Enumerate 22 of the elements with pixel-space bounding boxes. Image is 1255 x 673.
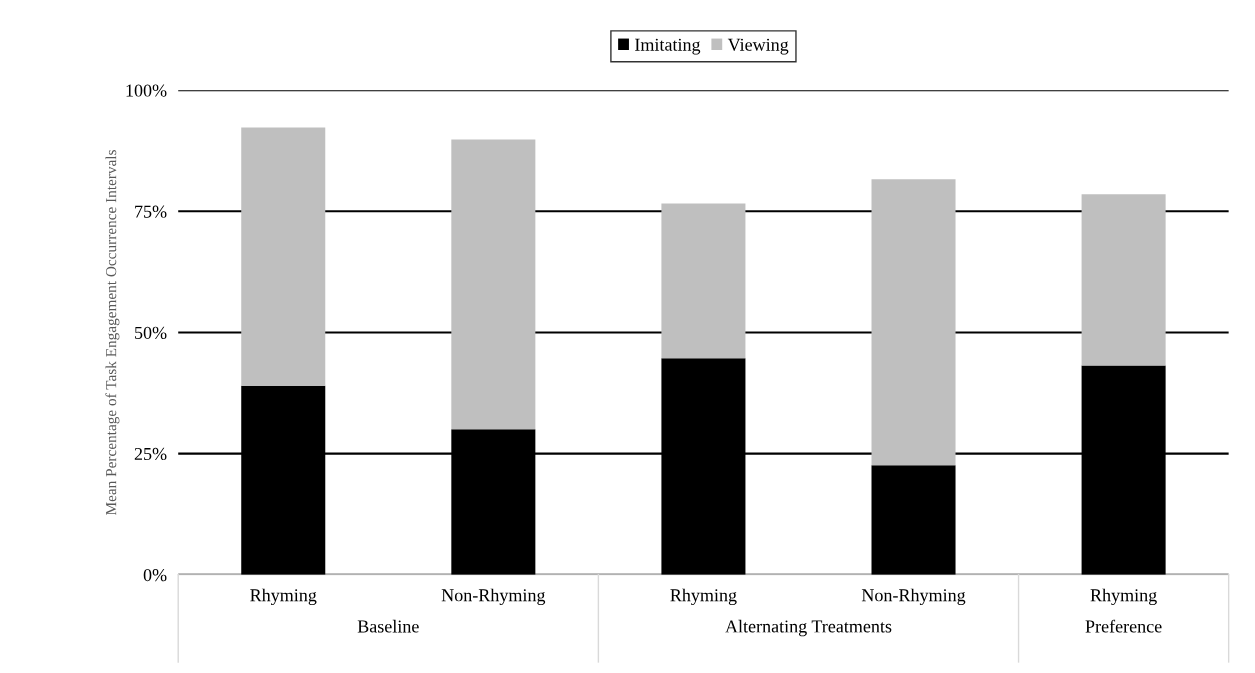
text: Alternating Treatments xyxy=(725,619,892,637)
x-tick-label: Rhyming xyxy=(1090,588,1157,606)
bar xyxy=(451,139,536,430)
x-tick-label: Non-Rhyming xyxy=(861,588,966,606)
y-tick-label: 50% xyxy=(135,326,167,339)
y-axis-title: Mean Percentage of Task Engagement Occurrence Intervals xyxy=(105,150,120,516)
y-tick-label: 75% xyxy=(135,205,167,218)
y-tick-label: 100% xyxy=(126,84,167,97)
bar xyxy=(241,127,326,386)
bar xyxy=(871,465,956,575)
x-tick-label: Rhyming xyxy=(250,588,317,606)
text: Baseline xyxy=(357,619,419,633)
text: Preference xyxy=(1085,619,1162,633)
bar xyxy=(661,203,746,359)
legend-label: Viewing xyxy=(727,38,789,55)
x-tick-label: Rhyming xyxy=(670,588,737,606)
y-tick-label: 0% xyxy=(143,569,167,582)
bar xyxy=(871,179,956,466)
bar xyxy=(1081,194,1166,366)
x-tick-label: Non-Rhyming xyxy=(441,588,546,606)
legend-label: Imitating xyxy=(635,38,701,55)
y-tick-label: 25% xyxy=(134,447,167,461)
